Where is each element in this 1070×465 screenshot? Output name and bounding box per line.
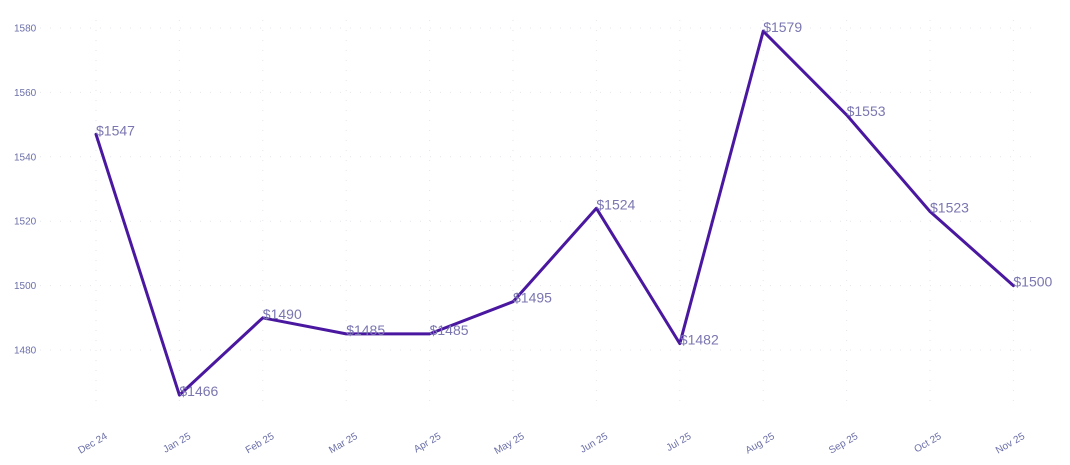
x-tick-label: Mar 25 bbox=[327, 431, 360, 456]
y-tick-label: 1540 bbox=[14, 152, 37, 163]
x-tick-label: Jan 25 bbox=[161, 431, 193, 456]
x-tick-label: Jul 25 bbox=[665, 431, 694, 454]
data-labels: $1547 $1466 $1490 $1485 $1485 $1495 $1524 $1482… bbox=[96, 19, 1053, 399]
y-tick-label: 1560 bbox=[14, 88, 37, 99]
data-label: $1482 bbox=[680, 332, 719, 348]
data-label: $1490 bbox=[263, 306, 302, 322]
series-line bbox=[94, 29, 1015, 397]
data-label: $1485 bbox=[430, 322, 469, 338]
data-label: $1547 bbox=[96, 122, 135, 138]
x-tick-label: Oct 25 bbox=[912, 431, 943, 455]
x-tick-label: Apr 25 bbox=[412, 431, 443, 455]
data-label: $1524 bbox=[596, 196, 635, 212]
x-tick-label: May 25 bbox=[493, 431, 527, 457]
y-tick-label: 1520 bbox=[14, 217, 37, 228]
data-label: $1466 bbox=[179, 383, 218, 399]
data-label: $1523 bbox=[930, 200, 969, 216]
x-tick-label: Sep 25 bbox=[827, 431, 860, 457]
x-axis-ticks: Dec 24 Jan 25 Feb 25 Mar 25 Apr 25 May 25 Jun … bbox=[77, 431, 1028, 457]
y-tick-label: 1500 bbox=[14, 281, 37, 292]
y-tick-label: 1580 bbox=[14, 24, 37, 35]
data-label: $1500 bbox=[1013, 274, 1052, 290]
data-label: $1485 bbox=[346, 322, 385, 338]
x-tick-label: Nov 25 bbox=[994, 431, 1027, 457]
data-label: $1495 bbox=[513, 290, 552, 306]
y-tick-label: 1480 bbox=[14, 346, 37, 357]
x-tick-label: Jun 25 bbox=[578, 431, 610, 456]
data-label: $1579 bbox=[763, 19, 802, 35]
x-tick-label: Dec 24 bbox=[77, 431, 110, 457]
data-label: $1553 bbox=[847, 103, 886, 119]
x-tick-label: Aug 25 bbox=[744, 431, 777, 457]
grid bbox=[40, 20, 1040, 410]
x-tick-label: Feb 25 bbox=[244, 431, 277, 456]
y-axis-ticks: 1480 1500 1520 1540 1560 1580 bbox=[14, 24, 37, 357]
